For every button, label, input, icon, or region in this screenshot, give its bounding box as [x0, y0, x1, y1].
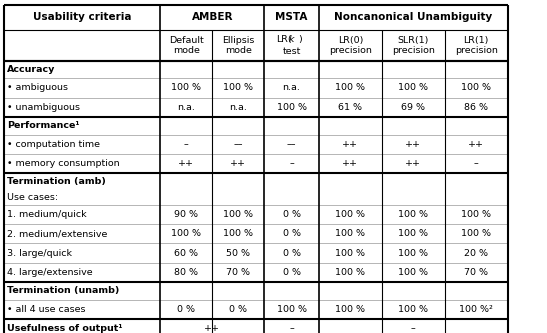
Text: 100 %: 100 %: [398, 210, 428, 219]
Text: LR(: LR(: [276, 35, 292, 44]
Text: –: –: [474, 159, 479, 168]
Text: 100 %: 100 %: [461, 229, 491, 238]
Text: test: test: [282, 47, 301, 57]
Text: LR(0)
precision: LR(0) precision: [329, 36, 372, 55]
Text: Accuracy: Accuracy: [7, 65, 55, 74]
Text: SLR(1)
precision: SLR(1) precision: [392, 36, 435, 55]
Text: • ambiguous: • ambiguous: [7, 83, 68, 93]
Text: k: k: [289, 35, 294, 44]
Text: • memory consumption: • memory consumption: [7, 159, 119, 168]
Text: Noncanonical Unambiguity: Noncanonical Unambiguity: [334, 12, 492, 23]
Text: Termination (unamb): Termination (unamb): [7, 286, 119, 295]
Text: 100 %: 100 %: [461, 83, 491, 93]
Text: 100 %: 100 %: [398, 83, 428, 93]
Text: 100 %: 100 %: [335, 83, 365, 93]
Text: 50 %: 50 %: [226, 248, 250, 258]
Text: 90 %: 90 %: [174, 210, 198, 219]
Text: • computation time: • computation time: [7, 140, 100, 149]
Text: ++: ++: [405, 159, 421, 168]
Text: n.a.: n.a.: [229, 103, 247, 112]
Text: 100 %: 100 %: [398, 305, 428, 314]
Text: ++: ++: [230, 159, 246, 168]
Text: Termination (amb): Termination (amb): [7, 177, 106, 186]
Text: Default
mode: Default mode: [169, 36, 203, 55]
Text: 61 %: 61 %: [339, 103, 362, 112]
Text: 3. large/quick: 3. large/quick: [7, 248, 72, 258]
Text: 80 %: 80 %: [174, 268, 198, 277]
Text: ––: ––: [287, 140, 296, 149]
Text: 100 %: 100 %: [335, 305, 365, 314]
Text: 100 %: 100 %: [335, 268, 365, 277]
Text: Use cases:: Use cases:: [7, 193, 58, 202]
Text: • unambiguous: • unambiguous: [7, 103, 79, 112]
Text: n.a.: n.a.: [283, 83, 300, 93]
Text: 100 %: 100 %: [277, 305, 306, 314]
Text: MSTA: MSTA: [275, 12, 308, 23]
Text: LR(1)
precision: LR(1) precision: [455, 36, 498, 55]
Text: 100 %: 100 %: [398, 248, 428, 258]
Text: 60 %: 60 %: [174, 248, 198, 258]
Text: 100 %: 100 %: [223, 210, 253, 219]
Text: 0 %: 0 %: [283, 268, 300, 277]
Text: 100 %: 100 %: [461, 210, 491, 219]
Text: ++: ++: [204, 324, 220, 333]
Text: 100 %: 100 %: [277, 103, 306, 112]
Text: 0 %: 0 %: [229, 305, 247, 314]
Text: 0 %: 0 %: [283, 248, 300, 258]
Text: • all 4 use cases: • all 4 use cases: [7, 305, 85, 314]
Text: ––: ––: [234, 140, 243, 149]
Text: 100 %: 100 %: [335, 229, 365, 238]
Text: –: –: [184, 140, 189, 149]
Text: 100 %: 100 %: [171, 83, 201, 93]
Text: 100 %²: 100 %²: [459, 305, 493, 314]
Text: ++: ++: [342, 140, 358, 149]
Text: 4. large/extensive: 4. large/extensive: [7, 268, 92, 277]
Text: Ellipsis
mode: Ellipsis mode: [222, 36, 254, 55]
Text: 100 %: 100 %: [171, 229, 201, 238]
Text: 20 %: 20 %: [464, 248, 488, 258]
Text: 100 %: 100 %: [223, 229, 253, 238]
Text: Usefulness of output¹: Usefulness of output¹: [7, 324, 122, 333]
Text: 100 %: 100 %: [398, 229, 428, 238]
Text: 100 %: 100 %: [335, 248, 365, 258]
Text: –: –: [411, 324, 416, 333]
Text: 70 %: 70 %: [464, 268, 488, 277]
Text: 0 %: 0 %: [177, 305, 195, 314]
Text: ++: ++: [405, 140, 421, 149]
Text: 2. medium/extensive: 2. medium/extensive: [7, 229, 107, 238]
Text: –: –: [289, 324, 294, 333]
Text: n.a.: n.a.: [177, 103, 195, 112]
Text: –: –: [289, 159, 294, 168]
Text: ++: ++: [468, 140, 484, 149]
Text: ): ): [298, 35, 302, 44]
Text: 100 %: 100 %: [223, 83, 253, 93]
Text: 70 %: 70 %: [226, 268, 250, 277]
Text: 1. medium/quick: 1. medium/quick: [7, 210, 86, 219]
Text: 100 %: 100 %: [398, 268, 428, 277]
Text: 0 %: 0 %: [283, 210, 300, 219]
Text: 100 %: 100 %: [335, 210, 365, 219]
Text: Performance¹: Performance¹: [7, 121, 80, 130]
Text: 69 %: 69 %: [401, 103, 425, 112]
Text: AMBER: AMBER: [191, 12, 233, 23]
Text: ++: ++: [342, 159, 358, 168]
Text: Usability criteria: Usability criteria: [33, 12, 132, 23]
Text: 86 %: 86 %: [464, 103, 488, 112]
Text: 0 %: 0 %: [283, 229, 300, 238]
Text: ++: ++: [178, 159, 194, 168]
